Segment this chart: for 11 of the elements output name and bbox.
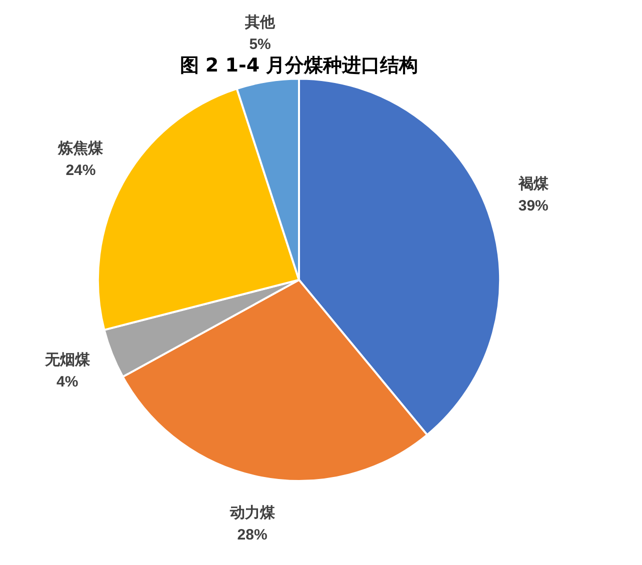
- data-label: 5%: [249, 36, 271, 54]
- slice-label: 炼焦煤: [57, 140, 104, 158]
- slice-label: 动力煤: [228, 504, 276, 522]
- text: 图 2 1-4 月分煤种进口结构: [180, 54, 418, 76]
- data-label: 28%: [237, 526, 268, 544]
- slice-label: 其他: [244, 14, 276, 32]
- slice-label: 褐煤: [517, 176, 550, 193]
- data-label: 4%: [56, 374, 78, 391]
- slice-label: 无烟煤: [44, 352, 91, 369]
- data-label: 24%: [66, 162, 96, 180]
- data-label: 39%: [518, 198, 548, 215]
